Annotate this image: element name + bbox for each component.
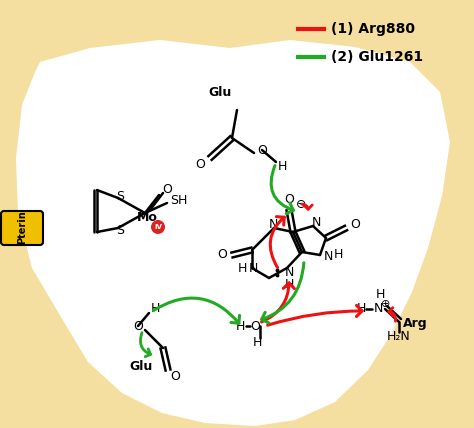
Text: IV: IV bbox=[154, 224, 162, 230]
Text: N: N bbox=[268, 217, 278, 231]
Text: O: O bbox=[195, 158, 205, 170]
Text: N: N bbox=[311, 216, 321, 229]
Text: N: N bbox=[248, 262, 258, 276]
Text: O: O bbox=[350, 217, 360, 231]
Text: O: O bbox=[217, 249, 227, 262]
Text: O: O bbox=[133, 319, 143, 333]
Text: O: O bbox=[170, 369, 180, 383]
FancyArrowPatch shape bbox=[268, 306, 362, 325]
Text: H: H bbox=[235, 319, 245, 333]
Text: H: H bbox=[375, 288, 385, 301]
Text: Pterin: Pterin bbox=[17, 210, 27, 244]
Circle shape bbox=[151, 220, 165, 234]
Text: Arg: Arg bbox=[403, 318, 428, 330]
Text: O: O bbox=[284, 193, 294, 205]
FancyArrowPatch shape bbox=[270, 217, 284, 268]
Text: (2) Glu1261: (2) Glu1261 bbox=[331, 50, 423, 64]
Text: H: H bbox=[284, 279, 294, 291]
FancyArrowPatch shape bbox=[302, 204, 312, 209]
Text: ⊖: ⊖ bbox=[296, 197, 306, 211]
Text: Glu: Glu bbox=[129, 360, 153, 372]
Text: H: H bbox=[150, 303, 160, 315]
Text: S: S bbox=[116, 223, 124, 237]
Text: O: O bbox=[257, 143, 267, 157]
FancyArrowPatch shape bbox=[271, 166, 293, 214]
FancyArrowPatch shape bbox=[389, 308, 395, 321]
Text: Glu: Glu bbox=[209, 86, 232, 98]
Text: S: S bbox=[116, 190, 124, 202]
Text: H: H bbox=[252, 336, 262, 348]
FancyArrowPatch shape bbox=[140, 333, 151, 357]
Text: N: N bbox=[323, 250, 333, 264]
Text: H: H bbox=[277, 160, 287, 172]
FancyArrowPatch shape bbox=[154, 298, 239, 323]
FancyBboxPatch shape bbox=[1, 211, 43, 245]
Text: N: N bbox=[284, 267, 294, 279]
Text: O: O bbox=[250, 319, 260, 333]
Polygon shape bbox=[16, 40, 450, 426]
Text: (1) Arg880: (1) Arg880 bbox=[331, 22, 415, 36]
Text: H: H bbox=[237, 262, 246, 276]
Text: N: N bbox=[374, 303, 383, 315]
Text: Mo: Mo bbox=[137, 211, 157, 223]
Text: SH: SH bbox=[170, 193, 188, 206]
Text: H₂N: H₂N bbox=[387, 330, 411, 342]
FancyArrowPatch shape bbox=[262, 263, 304, 323]
Text: H: H bbox=[356, 303, 365, 315]
Text: ⊕: ⊕ bbox=[381, 299, 391, 309]
FancyArrowPatch shape bbox=[262, 283, 294, 322]
Text: O: O bbox=[162, 182, 172, 196]
Text: H: H bbox=[333, 247, 343, 261]
